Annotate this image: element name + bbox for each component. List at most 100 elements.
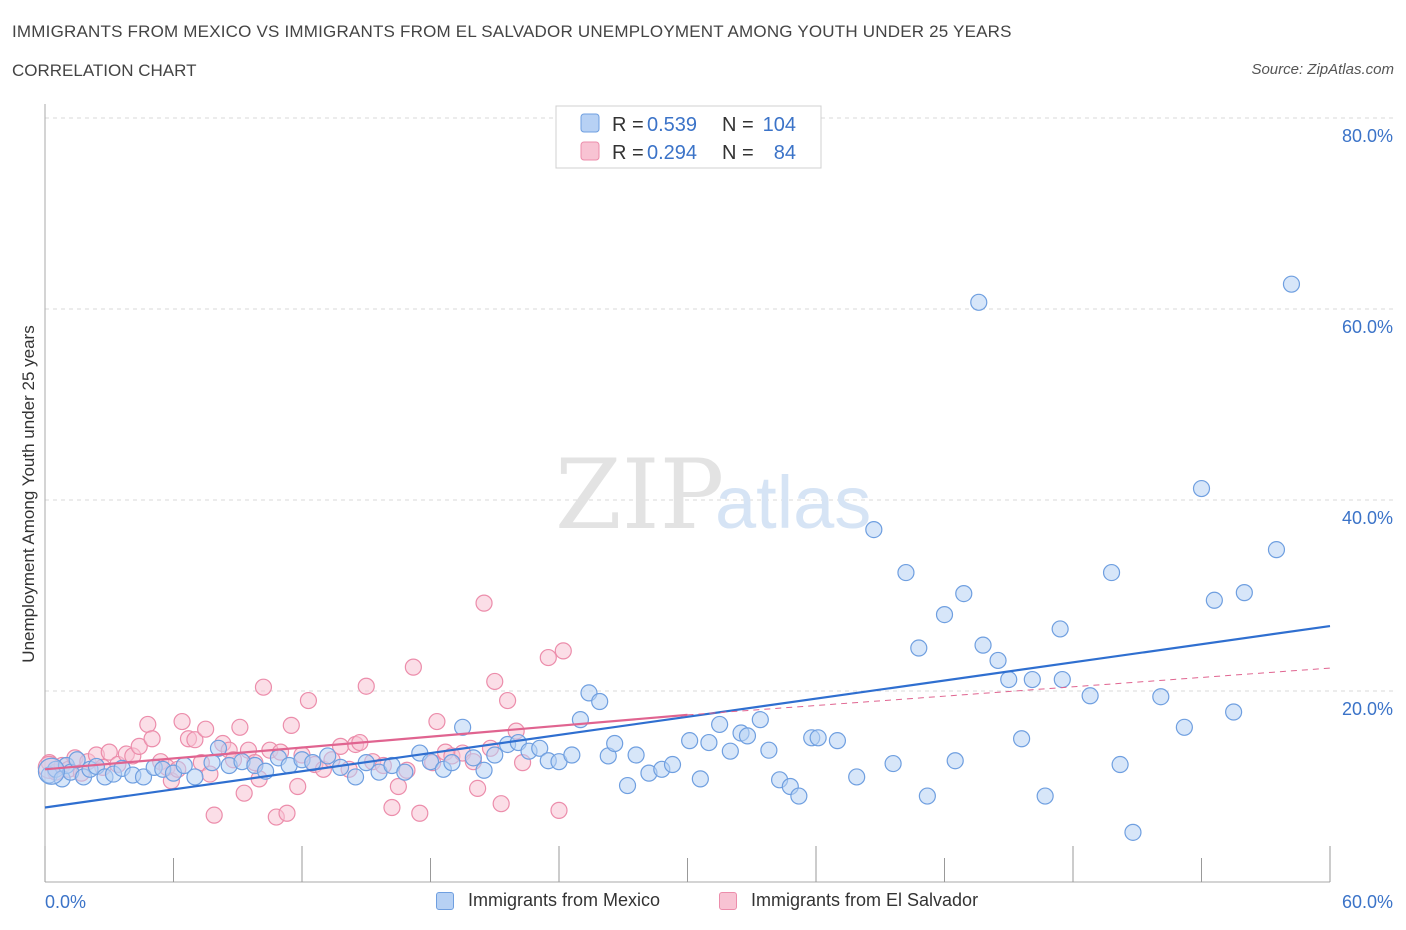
salvador-trend-extension — [687, 667, 1331, 716]
salvador-point-9 — [100, 743, 118, 761]
legend-swatch-mexico — [436, 891, 454, 910]
mexico-point-63 — [700, 733, 718, 752]
salvador-point-26 — [205, 806, 223, 824]
stats-legend-box — [555, 105, 822, 169]
mexico-point-41 — [464, 749, 482, 767]
chart-title: IMMIGRANTS FROM MEXICO VS IMMIGRANTS FRO… — [12, 22, 1012, 41]
gridlines — [45, 117, 1395, 692]
mexico-point-82 — [935, 605, 954, 624]
mexico-point-5 — [68, 751, 86, 769]
x-tick-label-60: 60.0% — [1342, 892, 1393, 912]
salvador-point-60 — [428, 712, 446, 731]
salvador-point-73 — [539, 648, 557, 667]
mexico-point-40 — [454, 718, 472, 736]
mexico-point-85 — [970, 293, 988, 311]
legend-label-salvador: Immigrants from El Salvador — [751, 890, 979, 910]
mexico-point-103 — [1235, 584, 1253, 602]
salvador-point-65 — [469, 779, 487, 798]
mexico-point-78 — [884, 754, 902, 773]
mexico-point-65 — [721, 742, 739, 760]
mexico-point-90 — [1023, 670, 1041, 689]
salvador-point-57 — [404, 658, 422, 676]
salvador-point-30 — [231, 718, 249, 736]
mexico-n-value: 104 — [763, 114, 796, 136]
y-tick-label-40: 40.0% — [1342, 508, 1393, 528]
salvador-point-66 — [475, 594, 493, 612]
salvador-point-20 — [173, 712, 191, 731]
salvador-point-15 — [143, 730, 161, 748]
mexico-r-value: 0.539 — [647, 114, 697, 136]
trend-lines — [44, 624, 1331, 809]
y-tick-label-20: 20.0% — [1342, 699, 1393, 719]
mexico-point-68 — [751, 711, 769, 729]
legend-label-mexico: Immigrants from Mexico — [468, 890, 661, 910]
mexico-point-88 — [1000, 670, 1018, 689]
salvador-point-51 — [357, 677, 375, 695]
mexico-point-98 — [1152, 688, 1170, 706]
mexico-point-100 — [1192, 479, 1211, 498]
mexico-point-79 — [897, 563, 915, 582]
salvador-point-74 — [550, 801, 568, 819]
mexico-point-84 — [955, 584, 973, 603]
mexico-point-81 — [918, 787, 936, 805]
salvador-r-label: R = — [612, 142, 644, 164]
mexico-point-104 — [1267, 541, 1286, 559]
salvador-point-43 — [299, 691, 318, 710]
y-tick-label-60: 60.0% — [1342, 317, 1393, 337]
mexico-point-55 — [606, 734, 624, 753]
y-axis-label: Unemployment Among Youth under 25 years — [19, 325, 38, 662]
salvador-point-24 — [197, 720, 215, 738]
mexico-point-47 — [531, 739, 549, 757]
mexico-point-64 — [711, 715, 729, 734]
salvador-swatch — [580, 141, 600, 161]
watermark-atlas: atlas — [715, 461, 871, 544]
tick-labels: 20.0% 40.0% 60.0% 80.0% 0.0% 60.0% — [45, 126, 1393, 912]
mexico-point-91 — [1036, 787, 1054, 805]
salvador-trend-line — [44, 713, 688, 771]
legend-item-mexico: Immigrants from Mexico — [436, 890, 660, 911]
watermark-zip: ZIP — [555, 439, 724, 551]
mexico-point-94 — [1081, 687, 1099, 705]
salvador-point-41 — [289, 777, 307, 796]
mexico-point-60 — [663, 755, 682, 774]
axes — [44, 104, 1331, 883]
salvador-point-22 — [186, 731, 204, 749]
mexico-point-50 — [563, 746, 581, 764]
mexico-point-57 — [627, 746, 645, 764]
mexico-point-83 — [946, 752, 964, 770]
mexico-point-31 — [346, 768, 365, 786]
salvador-points — [37, 594, 572, 826]
mexico-point-19 — [203, 754, 221, 772]
salvador-point-54 — [383, 798, 401, 817]
x-tick-label-0: 0.0% — [45, 892, 86, 912]
mexico-point-42 — [475, 761, 493, 779]
salvador-point-14 — [139, 715, 157, 734]
salvador-point-39 — [278, 804, 296, 822]
salvador-point-70 — [499, 691, 517, 710]
source-label: Source: ZipAtlas.com — [1251, 61, 1394, 78]
salvador-point-35 — [254, 678, 273, 696]
salvador-point-75 — [554, 642, 572, 660]
mexico-point-53 — [591, 692, 609, 711]
salvador-point-31 — [235, 784, 253, 802]
mexico-point-87 — [989, 651, 1007, 670]
mexico-point-29 — [319, 747, 337, 765]
mexico-point-35 — [396, 763, 414, 781]
mexico-point-101 — [1205, 591, 1223, 609]
mexico-point-77 — [865, 521, 883, 539]
salvador-point-55 — [389, 777, 407, 796]
stats-legend: R = 0.539 N = 104 R = 0.294 N = 84 — [555, 105, 822, 169]
mexico-point-72 — [790, 787, 808, 805]
mexico-point-96 — [1111, 755, 1129, 774]
mexico-point-13 — [134, 768, 153, 786]
mexico-r-label: R = — [612, 114, 644, 136]
salvador-point-69 — [492, 795, 510, 813]
y-tick-label-80: 80.0% — [1342, 126, 1393, 146]
mexico-trend-line — [44, 624, 1331, 809]
mexico-point-74 — [809, 729, 827, 747]
mexico-point-61 — [681, 732, 699, 750]
mexico-n-label: N = — [722, 114, 754, 136]
mexico-point-18 — [186, 768, 204, 786]
mexico-point-75 — [828, 732, 847, 750]
